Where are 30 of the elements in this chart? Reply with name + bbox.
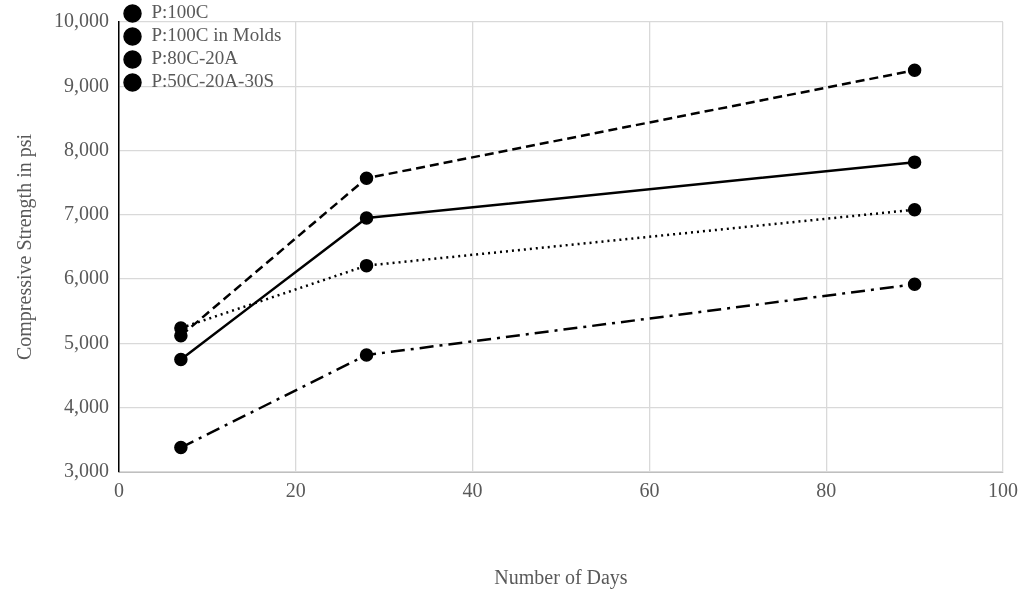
legend-label: P:100C [151,1,209,23]
y-tick-label: 6,000 [64,266,109,289]
point [907,202,922,217]
y-axis-title: Compressive Strength in psi [13,133,37,361]
y-tick-label: 4,000 [64,394,109,417]
x-axis-title: Number of Days [494,566,628,590]
legend-label: P:100C in Molds [151,24,282,46]
x-tick-label: 0 [114,479,124,502]
y-tick-label: 10,000 [54,9,109,32]
point [174,352,188,367]
x-tick-label: 20 [285,479,306,502]
legend-label: P:50C-20A-30S [151,70,274,92]
y-tick-label: 8,000 [64,137,109,160]
x-tick-label: 80 [816,479,837,502]
y-tick-label: 3,000 [64,459,109,482]
x-tick-label: 100 [988,479,1018,502]
point [359,348,374,362]
point [907,63,922,77]
point [907,155,922,169]
x-tick-label: 60 [639,479,660,502]
point [359,171,374,185]
point [907,277,922,292]
y-tick-label: 7,000 [64,202,109,225]
x-tick-label: 40 [462,479,483,502]
legend-label: P:80C-20A [151,47,239,69]
point [174,440,188,455]
point [359,258,374,273]
y-tick-label: 9,000 [64,73,109,96]
y-tick-label: 5,000 [64,330,109,353]
point [359,211,374,225]
